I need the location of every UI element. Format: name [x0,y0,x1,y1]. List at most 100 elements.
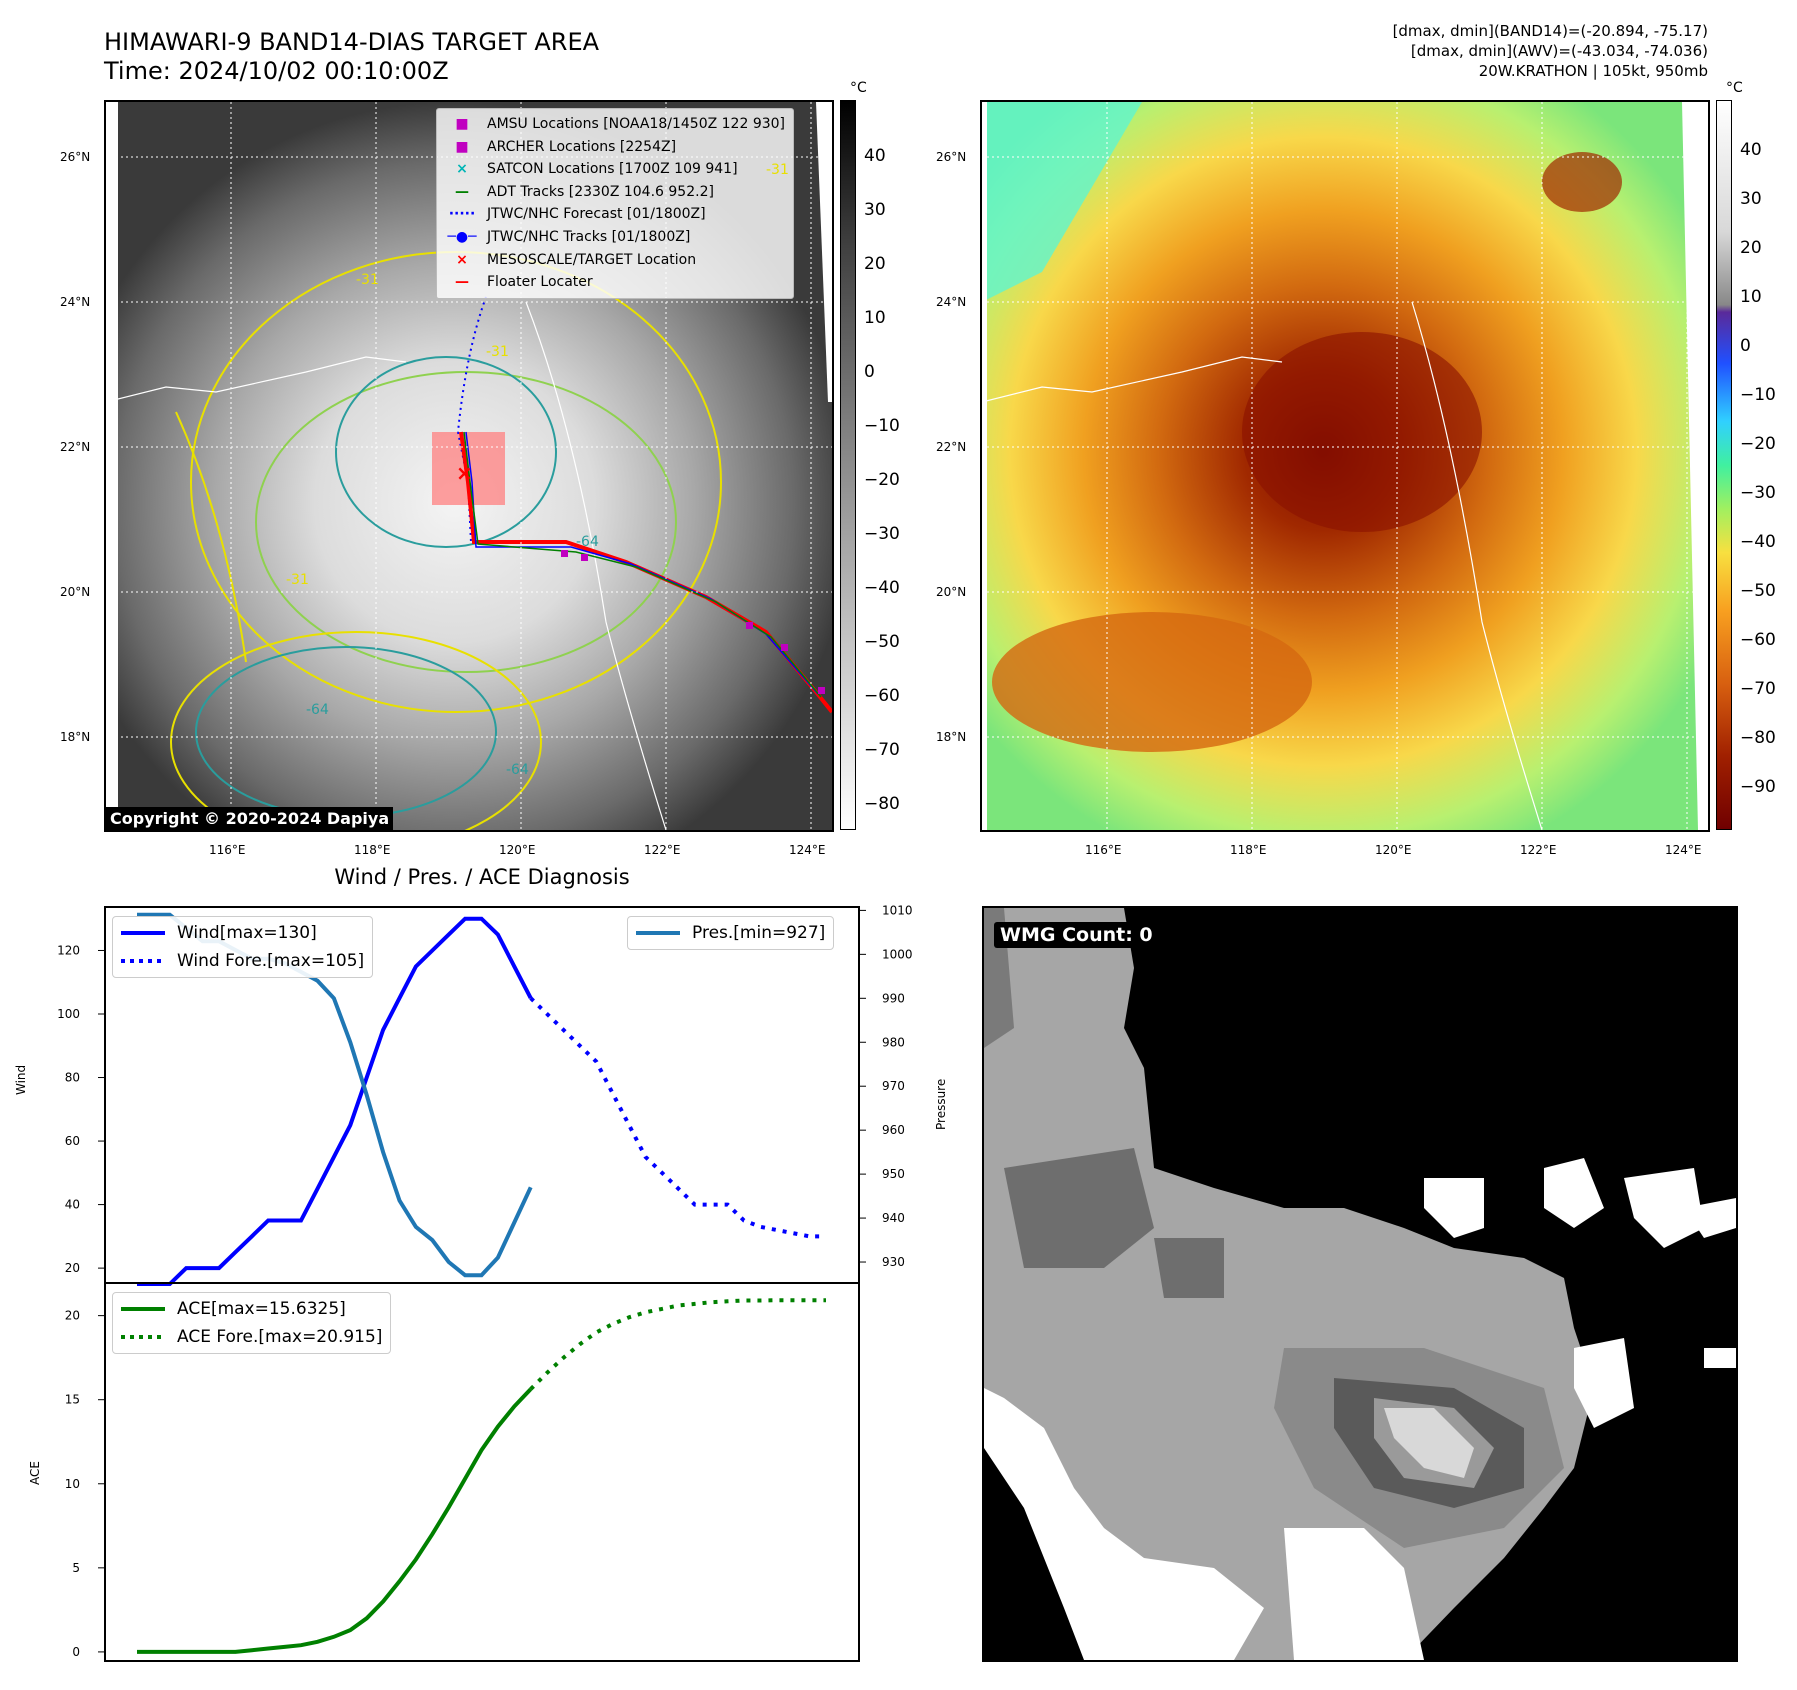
map-color-panel [980,100,1710,832]
map-band14-panel: × ■ AMSU Locations [NOAA18/1450Z 122 930]… [104,100,834,832]
lon-label: 124°E [1665,843,1702,857]
pressure-y-tick-label: 1000 [882,947,913,961]
ace-chart-frame [104,1282,860,1662]
floater-line-icon: — [455,274,469,291]
colorbar-tick: −10 [864,416,900,436]
legend-item-jtwc-forecast: ····· JTWC/NHC Forecast [01/1800Z] [445,203,785,226]
colorbar-tick: 20 [1740,238,1762,258]
diagnosis-title: Wind / Pres. / ACE Diagnosis [334,865,630,889]
lon-label: 122°E [644,843,681,857]
lon-label: 120°E [1375,843,1412,857]
legend-item-pressure: Pres.[min=927] [636,919,825,947]
colorbar-tick: −30 [1740,483,1776,503]
copyright-label: Copyright © 2020-2024 Dapiya [106,807,394,830]
colorbar-tick: −70 [864,740,900,760]
colorbar-tick: −50 [864,632,900,652]
map-color-image [982,102,1708,830]
colorbar-tick: −90 [1740,777,1776,797]
pressure-y-tick-label: 930 [882,1255,905,1269]
lat-label: 20°N [936,585,967,599]
legend-item-wind-fore: Wind Fore.[max=105] [121,947,364,975]
wind-y-tick-label: 120 [57,943,80,957]
contour-label: -31 [286,572,309,588]
colorbar-tick: 30 [864,200,886,220]
solid-green-line-icon [121,1307,165,1311]
contour-label: -64 [576,534,599,550]
lon-label: 118°E [1230,843,1267,857]
colorbar-tick: −80 [864,794,900,814]
lon-label: 122°E [1520,843,1557,857]
colorbar-unit: °C [1726,80,1743,96]
lat-label: 20°N [60,585,91,599]
contour-label: -64 [306,702,329,718]
pressure-legend: Pres.[min=927] [627,916,835,950]
legend-item-amsu: ■ AMSU Locations [NOAA18/1450Z 122 930] [445,113,785,136]
figure-time: Time: 2024/10/02 00:10:00Z [104,57,449,85]
contour-label: -31 [356,272,379,288]
lat-label: 26°N [936,150,967,164]
wmg-count-label: WMG Count: 0 [994,922,1159,948]
legend-item-archer: ■ ARCHER Locations [2254Z] [445,136,785,159]
wind-y-tick-label: 80 [65,1071,80,1085]
lon-label: 120°E [499,843,536,857]
pressure-y-tick-label: 990 [882,991,905,1005]
colorbar-tick: 30 [1740,189,1762,209]
colorbar-tick: −60 [864,686,900,706]
lat-label: 22°N [936,440,967,454]
ace-y-tick-label: 5 [72,1561,80,1575]
lat-label: 24°N [60,295,91,309]
colorbar-unit: °C [850,80,867,96]
pressure-y-tick-label: 960 [882,1123,905,1137]
wind-y-tick-label: 100 [57,1007,80,1021]
solid-blue-line-icon [121,931,165,935]
contour-label: -64 [506,762,529,778]
colorbar-tick: −50 [1740,581,1776,601]
ace-series-1-line [529,1298,826,1391]
satcon-marker-icon: × [456,161,468,178]
colorbar-gray [840,100,856,830]
info-band14: [dmax, dmin](BAND14)=(-20.894, -75.17) [1392,22,1708,40]
legend-item-ace: ACE[max=15.6325] [121,1295,382,1323]
wind-y-tick-label: 40 [65,1198,80,1212]
ace-y-tick-label: 0 [72,1645,80,1659]
lon-label: 116°E [1085,843,1122,857]
svg-text:×: × [456,461,473,485]
map-legend: ■ AMSU Locations [NOAA18/1450Z 122 930] ■… [436,108,795,299]
pressure-y-tick-label: 980 [882,1035,905,1049]
colorbar-tick: −20 [1740,434,1776,454]
dotted-green-line-icon [121,1335,165,1339]
wind-y-tick-label: 20 [65,1261,80,1275]
archer-marker-icon: ■ [455,138,469,155]
ace-y-tick-label: 15 [65,1393,80,1407]
colorbar-color [1716,100,1732,830]
legend-item-adt: — ADT Tracks [2330Z 104.6 952.2] [445,181,785,204]
lat-label: 18°N [60,730,91,744]
lat-label: 24°N [936,295,967,309]
ace-series-0-line [137,1387,533,1654]
wmg-panel: WMG Count: 0 [982,906,1738,1662]
colorbar-tick: −10 [1740,385,1776,405]
colorbar-tick: −20 [864,470,900,490]
colorbar-tick: −80 [1740,728,1776,748]
track-line-marker-icon: ─●─ [447,228,477,245]
target-x-icon: × [456,251,468,268]
colorbar-tick: 0 [864,362,875,382]
wind-series-1-line [529,996,826,1239]
legend-item-wind: Wind[max=130] [121,919,364,947]
wind-legend: Wind[max=130] Wind Fore.[max=105] [112,916,374,978]
ace-chart: 20 15 10 5 0 [65,1298,826,1659]
solid-steelblue-line-icon [636,931,680,935]
wind-series-0-line [137,916,533,1286]
forecast-dotted-line-icon: ····· [448,206,476,223]
lon-label: 116°E [209,843,246,857]
colorbar-tick: 20 [864,254,886,274]
wind-y-tick-label: 60 [65,1134,80,1148]
pressure-y-tick-label: 940 [882,1211,905,1225]
info-awv: [dmax, dmin](AWV)=(-43.034, -74.036) [1410,42,1708,60]
dotted-blue-line-icon [121,959,165,963]
lon-label: 118°E [354,843,391,857]
colorbar-tick: −40 [864,578,900,598]
amsu-marker-icon: ■ [455,116,469,132]
colorbar-tick: 40 [864,146,886,166]
pressure-y-tick-label: 970 [882,1079,905,1093]
